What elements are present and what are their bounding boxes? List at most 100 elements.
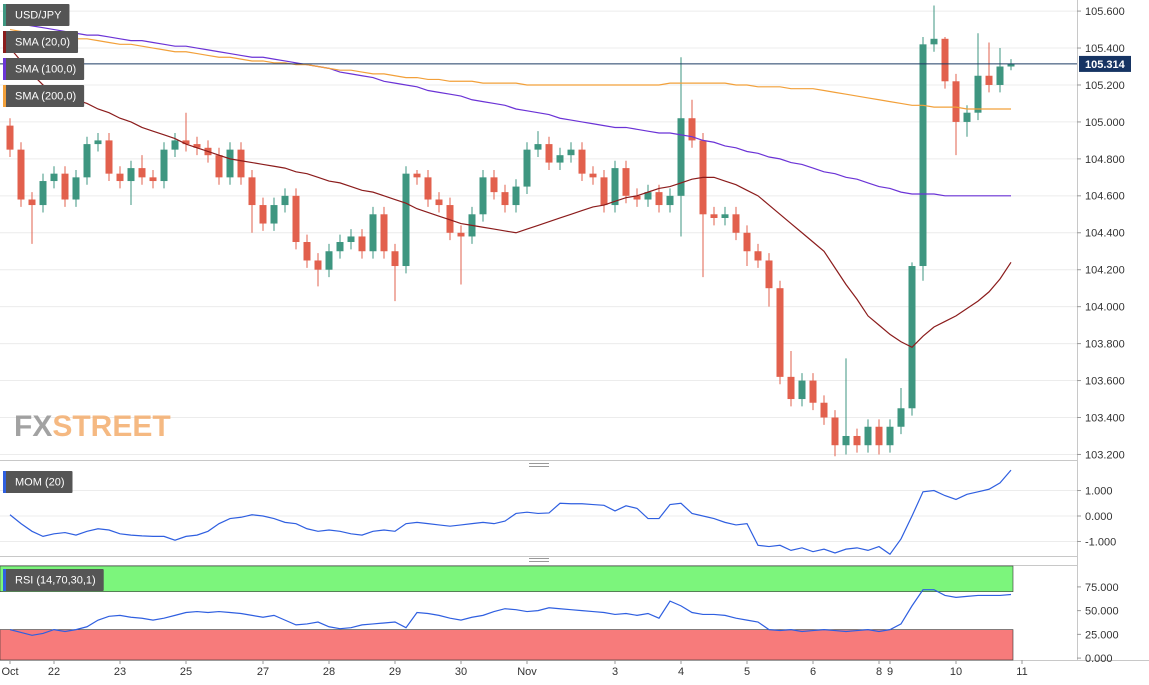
candle-body <box>490 177 498 193</box>
candle-body <box>820 402 828 418</box>
candle-body <box>831 417 839 446</box>
y-tick-label: 0.000 <box>1085 511 1113 523</box>
legend-item: USD/JPY <box>3 4 70 26</box>
candle-body <box>1007 63 1015 67</box>
candle-body <box>908 266 916 409</box>
candle-body <box>721 214 729 218</box>
series-line <box>9 47 1012 349</box>
candle-body <box>501 192 509 206</box>
candle-body <box>116 173 124 182</box>
candle-body <box>776 288 784 377</box>
candle-body <box>578 149 586 174</box>
candle-body <box>644 192 652 200</box>
candle-body <box>6 125 14 150</box>
y-tick-label: -1.000 <box>1085 536 1116 548</box>
candle-body <box>919 44 927 267</box>
last-price-label: 105.314 <box>1085 59 1126 71</box>
resize-grip[interactable] <box>529 463 549 562</box>
legend-label: MOM (20) <box>15 476 65 488</box>
candle-body <box>50 173 58 182</box>
x-tick-label: 6 <box>810 666 816 678</box>
candle-body <box>325 251 333 270</box>
x-tick-label: Oct <box>1 666 18 678</box>
candle-body <box>369 214 377 252</box>
candle-body <box>182 140 190 145</box>
plot-area <box>6 5 1015 457</box>
candle-body <box>666 195 674 206</box>
x-tick-label: 23 <box>114 666 126 678</box>
x-tick-label: 27 <box>257 666 269 678</box>
candle-body <box>391 251 399 267</box>
candle-body <box>765 260 773 289</box>
legend-item: SMA (200,0) <box>3 85 85 107</box>
candle-body <box>611 168 619 206</box>
legend-swatch <box>3 85 6 107</box>
legend-swatch <box>3 471 6 493</box>
candle-body <box>127 168 135 182</box>
legend-box <box>3 31 79 53</box>
y-tick-label: 104.800 <box>1085 154 1125 166</box>
legend-item: SMA (100,0) <box>3 58 85 80</box>
candle-body <box>237 149 245 178</box>
candle-body <box>897 408 905 427</box>
candle-body <box>149 177 157 182</box>
legend-box <box>3 569 104 591</box>
candle-body <box>435 199 443 206</box>
candle-body <box>512 186 520 206</box>
candle-body <box>193 144 201 148</box>
y-tick-label: 103.200 <box>1085 449 1125 461</box>
series-line <box>9 469 1012 556</box>
candle-body <box>622 168 630 196</box>
y-tick-label: 1.000 <box>1085 485 1113 497</box>
candle-body <box>259 205 267 224</box>
candle-body <box>534 144 542 150</box>
y-tick-label: 103.600 <box>1085 375 1125 387</box>
candle-body <box>94 140 102 145</box>
series-line <box>9 589 1012 636</box>
legend-label: SMA (100,0) <box>15 63 76 75</box>
legend-box <box>3 4 70 26</box>
candle-body <box>798 380 806 400</box>
y-tick-label: 0.000 <box>1085 653 1113 665</box>
x-tick-label: 30 <box>455 666 467 678</box>
candle-body <box>281 195 289 206</box>
candle-body <box>600 177 608 206</box>
candle-body <box>754 251 762 261</box>
candle-body <box>17 149 25 200</box>
candle-body <box>996 66 1004 85</box>
oversold-band <box>0 629 1014 661</box>
candle-body <box>732 214 740 233</box>
x-tick-label: Nov <box>517 666 537 678</box>
x-tick-label: 10 <box>950 666 962 678</box>
x-tick-label: 9 <box>887 666 893 678</box>
legend-label: RSI (14,70,30,1) <box>15 574 96 586</box>
y-tick-label: 103.400 <box>1085 412 1125 424</box>
candle-body <box>556 155 564 163</box>
candle-body <box>523 149 531 187</box>
candle-body <box>688 118 696 141</box>
last-price-box <box>1079 55 1131 72</box>
candle-body <box>39 181 47 206</box>
candle-body <box>160 149 168 182</box>
candle-body <box>952 81 960 122</box>
candle-body <box>743 232 751 252</box>
candle-body <box>589 173 597 178</box>
y-tick-label: 103.800 <box>1085 339 1125 351</box>
candle-body <box>72 177 80 200</box>
candle-body <box>886 426 894 446</box>
candle-body <box>974 75 982 113</box>
series-line <box>9 28 1011 110</box>
candle-body <box>446 205 454 233</box>
x-tick-label: 3 <box>612 666 618 678</box>
candle-body <box>292 195 300 243</box>
y-tick-label: 104.000 <box>1085 302 1125 314</box>
candle-body <box>83 144 91 178</box>
candle-body <box>677 118 685 196</box>
watermark: STREET <box>52 410 170 443</box>
candle-body <box>347 236 355 243</box>
x-tick-label: 28 <box>323 666 335 678</box>
candle-body <box>545 144 553 163</box>
candle-body <box>270 205 278 224</box>
